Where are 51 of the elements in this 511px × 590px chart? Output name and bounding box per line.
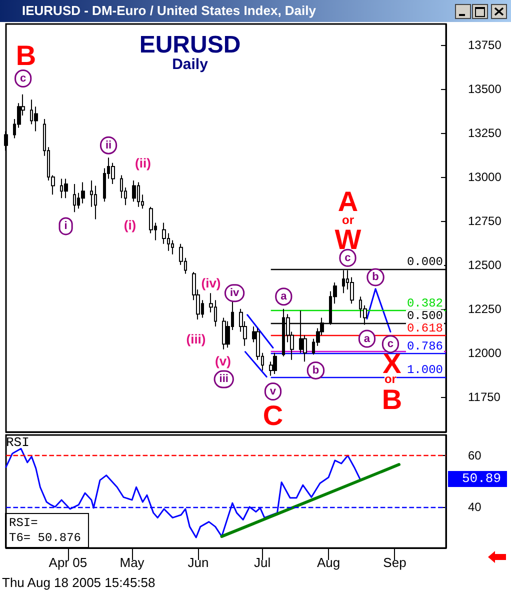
annotation: B bbox=[16, 40, 36, 71]
x-tick-label: Apr 05 bbox=[48, 555, 88, 570]
annotation: b bbox=[372, 271, 380, 284]
annotation: or bbox=[384, 372, 397, 386]
annotation: iv bbox=[230, 287, 240, 300]
y-tick-label: 11750 bbox=[468, 390, 501, 404]
y-tick-label: 12500 bbox=[468, 258, 502, 272]
annotation: (iii) bbox=[186, 332, 206, 346]
x-tick-label: Jul bbox=[254, 555, 271, 570]
annotation: b bbox=[312, 364, 320, 376]
chart-title: EURUSD bbox=[139, 32, 241, 58]
x-tick-label: Aug bbox=[316, 555, 340, 570]
annotation: v bbox=[270, 386, 277, 398]
annotation: B bbox=[382, 384, 402, 415]
annotation: T6= 50.876 bbox=[9, 531, 82, 546]
annotation: 0.618 bbox=[406, 322, 443, 336]
text: IEURUSD - DM-Euro / United States Index, Daily bbox=[22, 3, 316, 18]
y-tick-label: 13500 bbox=[468, 82, 502, 96]
annotation: c bbox=[387, 338, 394, 350]
annotation: i bbox=[64, 220, 68, 232]
annotation: a bbox=[364, 332, 371, 345]
annotation: 0.382 bbox=[406, 296, 443, 310]
y-tick-label: 12250 bbox=[468, 302, 502, 316]
annotation: a bbox=[280, 290, 288, 303]
x-tick-label: Sep bbox=[383, 555, 406, 570]
annotation: ii bbox=[105, 139, 112, 152]
y-tick-label: 40 bbox=[468, 500, 482, 514]
x-tick-label: May bbox=[120, 555, 145, 570]
annotation: iii bbox=[219, 373, 228, 386]
text: 50.89 bbox=[448, 471, 508, 487]
x-tick-label: Jun bbox=[188, 555, 209, 570]
annotation: (v) bbox=[215, 354, 231, 368]
annotation: (ii) bbox=[135, 156, 151, 170]
y-tick-label: 13250 bbox=[468, 126, 502, 140]
annotation: (i) bbox=[124, 218, 136, 232]
annotation: c bbox=[20, 72, 26, 85]
y-tick-label: 60 bbox=[468, 448, 482, 463]
chart-title: RSI bbox=[6, 435, 30, 450]
y-tick-label: 13750 bbox=[468, 38, 502, 52]
annotation: RSI= bbox=[9, 516, 38, 531]
annotation: C bbox=[262, 400, 284, 431]
annotation: 0.500 bbox=[406, 308, 443, 323]
annotation: 0.000 bbox=[406, 255, 443, 270]
annotation: 1.000 bbox=[406, 362, 443, 377]
annotation: (iv) bbox=[201, 276, 221, 290]
annotation: 0.786 bbox=[406, 340, 443, 354]
text: Daily bbox=[172, 56, 209, 73]
text: Thu Aug 18 2005 15:45:58 bbox=[2, 575, 156, 590]
y-tick-label: 12750 bbox=[468, 214, 502, 228]
y-tick-label: 12000 bbox=[468, 346, 502, 360]
y-tick-label: 13000 bbox=[468, 170, 502, 184]
